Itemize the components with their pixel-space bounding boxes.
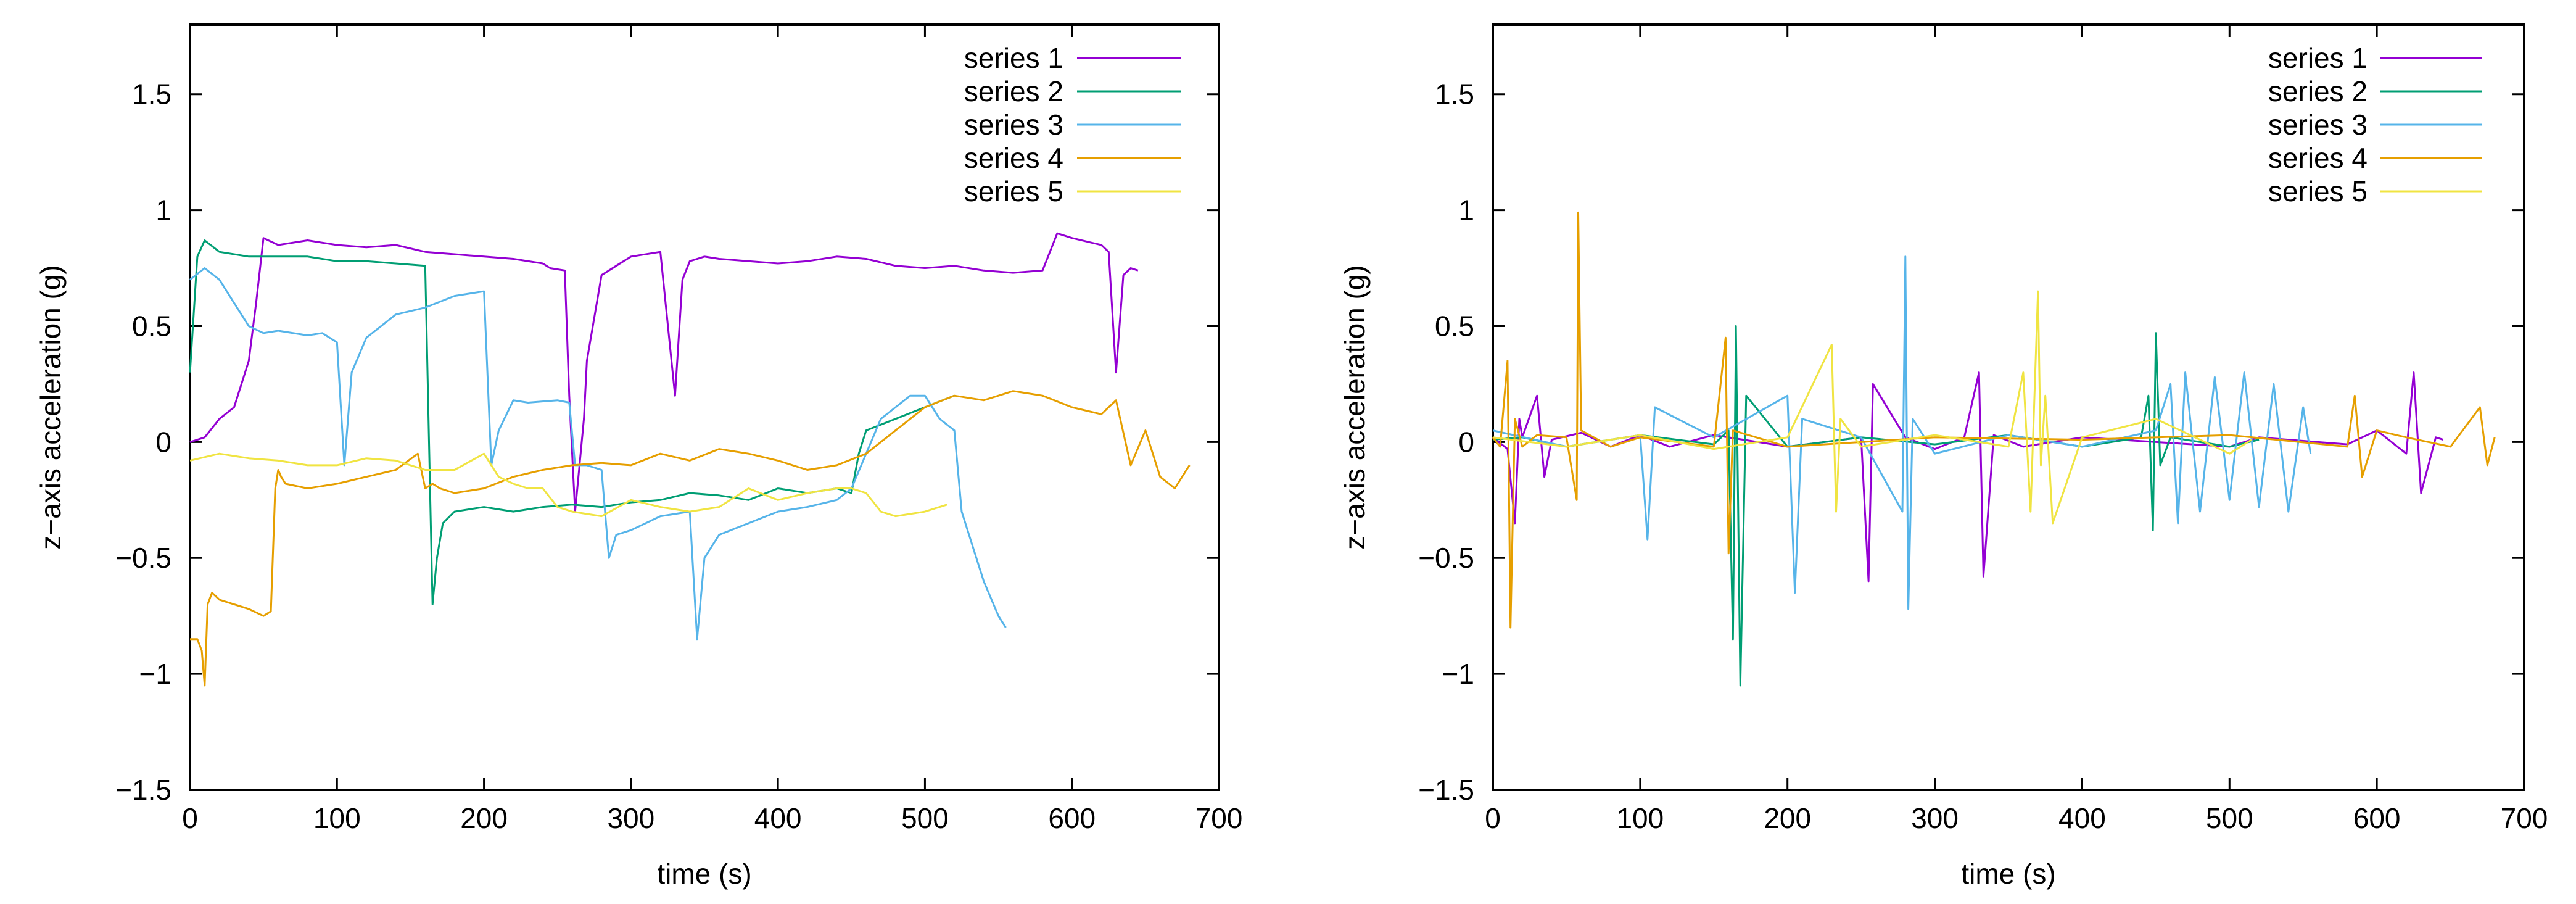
left-x-tick-label: 700	[1195, 802, 1243, 834]
right-series-layer	[1492, 211, 2496, 687]
right-y-tick-label: 0.5	[1435, 310, 1474, 342]
left-legend-label-series-5: series 5	[964, 175, 1063, 207]
left-series-5-line	[189, 452, 947, 518]
left-y-tick-label: −1	[139, 658, 171, 690]
left-tick-layer: 0 100 200 300 400 500 600 700 −1.5 −1 −0.5 0 0.5 1 1.5	[115, 25, 1242, 834]
right-x-tick-label: 300	[1911, 802, 1959, 834]
left-plot-frame	[189, 23, 1220, 791]
right-y-tick-label: 1.5	[1435, 78, 1474, 110]
right-legend-label-series-3: series 3	[2268, 109, 2368, 141]
right-tick-layer: 0 100 200 300 400 500 600 700 −1.5 −1 −0.5 0 0.5 1 1.5	[1418, 25, 2548, 834]
right-series-4-line	[1492, 211, 2496, 629]
left-legend-label-series-2: series 2	[964, 75, 1063, 107]
left-legend-label-series-1: series 1	[964, 42, 1063, 74]
right-series-5-line	[1492, 290, 2252, 525]
right-plot-frame	[1492, 23, 2525, 791]
right-x-tick-label: 0	[1485, 802, 1501, 834]
left-x-tick-label: 100	[313, 802, 361, 834]
right-x-tick-label: 600	[2353, 802, 2401, 834]
right-legend-label-series-2: series 2	[2268, 75, 2368, 107]
right-y-tick-label: −0.5	[1418, 542, 1474, 574]
left-legend-label-series-4: series 4	[964, 142, 1063, 174]
left-x-tick-label: 600	[1048, 802, 1096, 834]
left-y-tick-label: 0	[155, 426, 171, 458]
left-chart: 0 100 200 300 400 500 600 700 −1.5 −1 −0.5 0 0.5 1 1.5…	[35, 23, 1242, 890]
right-legend-label-series-5: series 5	[2268, 175, 2368, 207]
left-y-tick-label: 1.5	[132, 78, 171, 110]
right-x-tick-label: 100	[1616, 802, 1664, 834]
left-x-axis-label: time (s)	[657, 858, 751, 890]
left-x-tick-label: 0	[182, 802, 198, 834]
left-x-tick-label: 300	[607, 802, 654, 834]
left-series-4-line	[190, 390, 1191, 687]
left-x-tick-label: 400	[754, 802, 802, 834]
right-x-tick-label: 200	[1764, 802, 1811, 834]
right-y-tick-label: −1.5	[1418, 774, 1474, 806]
left-y-axis-label: z−axis acceleration (g)	[35, 265, 67, 549]
right-series-3-line	[1492, 255, 2312, 610]
right-x-tick-label: 700	[2501, 802, 2548, 834]
left-y-tick-label: −1.5	[115, 774, 171, 806]
right-legend-label-series-4: series 4	[2268, 142, 2368, 174]
left-x-tick-label: 500	[901, 802, 949, 834]
right-y-axis-label: z−axis acceleration (g)	[1339, 265, 1371, 549]
left-series-2-line	[189, 239, 955, 605]
left-series-1-line	[189, 232, 1139, 513]
right-x-tick-label: 500	[2206, 802, 2253, 834]
right-y-tick-label: 1	[1458, 194, 1474, 226]
left-series-layer	[189, 232, 1191, 687]
right-x-tick-label: 400	[2058, 802, 2106, 834]
left-legend-label-series-3: series 3	[964, 109, 1063, 141]
left-series-3-line	[189, 267, 1007, 641]
left-y-tick-label: 1	[155, 194, 171, 226]
right-series-1-line	[1492, 371, 2444, 583]
left-y-tick-label: −0.5	[115, 542, 171, 574]
right-y-tick-label: 0	[1458, 426, 1474, 458]
left-y-tick-label: 0.5	[132, 310, 171, 342]
right-legend-label-series-1: series 1	[2268, 42, 2368, 74]
right-x-axis-label: time (s)	[1961, 858, 2055, 890]
left-x-tick-label: 200	[460, 802, 508, 834]
right-chart: 0 100 200 300 400 500 600 700 −1.5 −1 −0.5 0 0.5 1 1.5…	[1339, 23, 2548, 890]
right-series-2-line	[1492, 325, 2260, 687]
right-y-tick-label: −1	[1442, 658, 1474, 690]
